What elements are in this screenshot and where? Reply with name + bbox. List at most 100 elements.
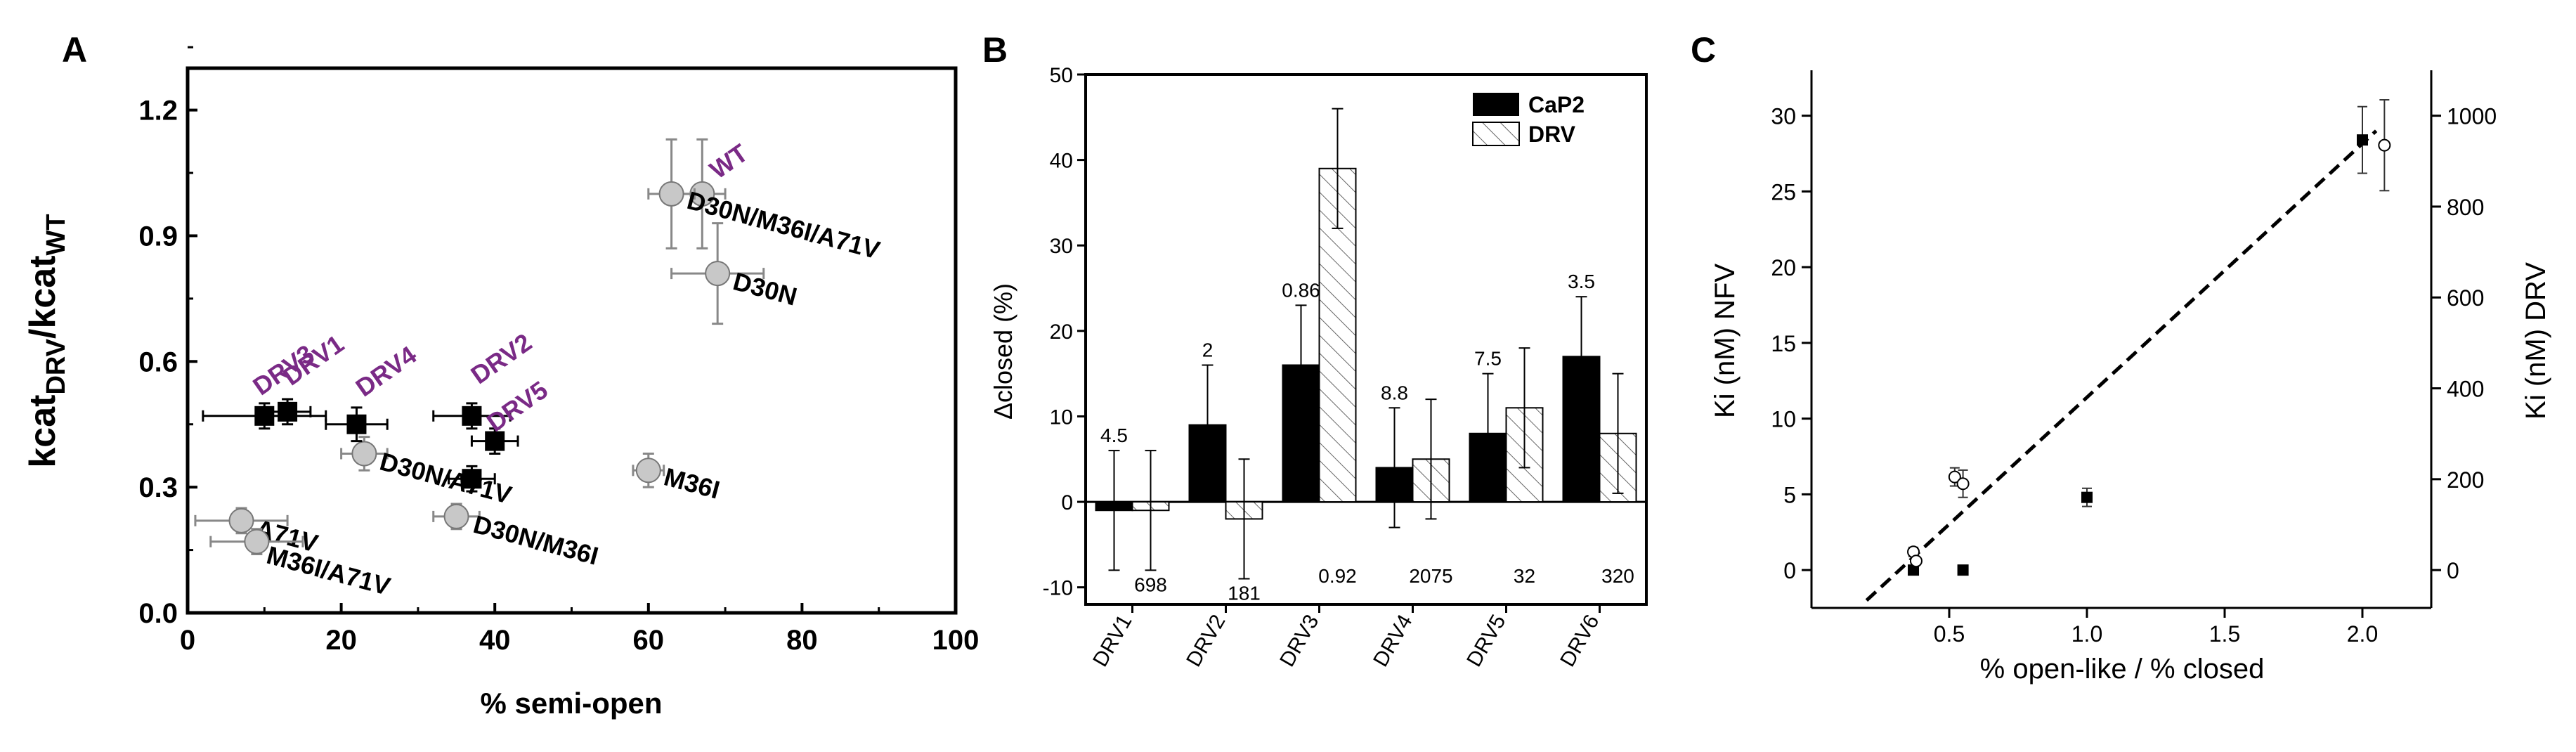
panel-a-point-label: D30N/M36I/A71V [684, 186, 883, 265]
panel-a-point-label: WT [704, 138, 753, 185]
panel-c-drv-point [1909, 555, 1923, 568]
panel-a-x-tick-label: 80 [786, 625, 818, 656]
panel-c-right-y-tick-label: 800 [2447, 195, 2484, 220]
panel-a-y-tick-label: 0.6 [138, 346, 178, 377]
panel-c-left-y-tick-label: 25 [1771, 179, 1796, 205]
panel-c-nfv-point [1957, 564, 1969, 576]
panel-b-bar-annotation: 32 [1514, 565, 1535, 587]
panel-a-point-label: DRV5 [481, 375, 553, 437]
panel-c-x-tick-label: 1.0 [2071, 621, 2102, 647]
panel-a-x-tick-label: 60 [633, 625, 665, 656]
panel-b-x-tick-label: DRV3 [1275, 611, 1323, 670]
panel-b-bar-annotation: 2 [1202, 339, 1214, 361]
panel-c-right-y-tick-label: 0 [2447, 558, 2459, 583]
panel-c-x-tick-label: 0.5 [1934, 621, 1965, 647]
panel-a-point-label: D30N/M36I [470, 510, 601, 571]
panel-b-y-tick-label: 50 [1050, 64, 1073, 87]
panel-b-y-tick-label: 10 [1050, 406, 1073, 429]
panel-a-y-tick-label: 1.2 [138, 96, 178, 127]
panel-b-legend: CaP2 DRV [1472, 92, 1585, 147]
panel-c-scatter: 0.5 1.0 1.5 2.0 0 5 10 15 20 25 30 0 200 400 600 800 100… [1710, 70, 2551, 685]
panel-a-point-square [462, 406, 482, 426]
panel-c-y-axis-label-left: Ki (nM) NFV [1710, 264, 1741, 418]
panel-b-bar-annotation: 320 [1601, 565, 1634, 587]
panel-c-x-axis-label: % open-like / % closed [1980, 654, 2265, 685]
panel-a-point-square [485, 431, 505, 451]
panel-c-left-y-tick-label: 30 [1771, 104, 1796, 129]
panel-c-right-y-tick-label: 600 [2447, 285, 2484, 311]
panel-a-y-label-kcat: kcat [22, 395, 63, 468]
panel-b-bar-annotation: 181 [1228, 583, 1261, 604]
panel-a-y-label-sub-drv: DRV [41, 338, 71, 394]
panel-b-x-tick-label: DRV2 [1182, 611, 1230, 670]
panel-a-point-label: M36I [661, 462, 723, 504]
panel-label-b: B [982, 30, 1008, 70]
panel-a-point-circle [658, 181, 684, 207]
panel-b-bar-annotation: 3.5 [1568, 271, 1595, 292]
panel-b-bar-annotation: 4.5 [1100, 424, 1128, 446]
panel-a-point-circle [635, 458, 661, 484]
panel-a-y-tick-label: 0.9 [138, 221, 178, 252]
panel-c-x-tick-label: 2.0 [2347, 621, 2378, 647]
panel-label-c: C [1691, 30, 1716, 70]
panel-a-point-square [278, 401, 298, 422]
legend-swatch-cap2 [1473, 93, 1519, 116]
panel-a-point-label: DRV4 [351, 340, 422, 402]
panel-a-scatter: 0 20 40 60 80 1000.00.30.60.91.2 WTD30N/M36I/… [22, 46, 980, 720]
panel-b-x-tick-label: DRV6 [1556, 611, 1604, 670]
panel-a-point-circle [228, 507, 254, 533]
panel-b-bar-annotation: 7.5 [1474, 348, 1502, 370]
panel-a-x-axis-label: % semi-open [480, 687, 662, 720]
panel-b-y-tick-label: 20 [1050, 320, 1073, 344]
panel-a-point-square [462, 469, 482, 489]
panel-c-nfv-point [2081, 491, 2093, 503]
panel-b-x-tick-label: DRV4 [1369, 611, 1417, 670]
panel-c-drv-point [1948, 470, 1961, 484]
panel-b-frame [1084, 73, 1648, 606]
panel-b-bar-annotation: 8.8 [1381, 382, 1408, 403]
panel-b-bar-annotation: 0.92 [1318, 565, 1357, 587]
panel-label-a: A [62, 30, 87, 70]
panel-c-fit-line [1865, 129, 2378, 602]
panel-c-drv-point [2378, 138, 2391, 152]
svg-text:kcatDRV/kcatWT: kcatDRV/kcatWT [22, 214, 71, 467]
panel-b-bar-annotation: 698 [1134, 573, 1167, 595]
panel-a-y-label-kcat2: /kcat [22, 255, 63, 339]
panel-b-y-tick-label: 0 [1061, 491, 1073, 514]
panel-c-left-y-tick-label: 20 [1771, 255, 1796, 280]
panel-a-x-tick-label: 0 [180, 625, 195, 656]
panel-a-point-label: DRV1 [278, 329, 349, 391]
panel-a-x-tick-label: 100 [932, 625, 980, 656]
panel-c-left-y-tick-label: 5 [1783, 482, 1796, 507]
panel-a-y-tick-label: 0.3 [138, 472, 178, 503]
panel-a-point-circle [443, 503, 469, 529]
panel-b-bar-annotation: 0.86 [1282, 279, 1320, 301]
panel-a-point-circle [244, 529, 270, 555]
panel-a-point-square [346, 414, 367, 434]
panel-c-right-y-tick-label: 200 [2447, 467, 2484, 493]
panel-a-point-label: M36I/A71V [264, 540, 393, 601]
panel-c-right-y-tick-label: 400 [2447, 377, 2484, 402]
panel-c-left-y-tick-label: 0 [1783, 558, 1796, 583]
panel-a-y-axis-label: kcatDRV/kcatWT [22, 214, 71, 467]
legend-swatch-drv [1472, 122, 1520, 146]
panel-a-point-label: D30N [730, 266, 800, 311]
panel-a-point-circle [705, 261, 731, 287]
panel-c-y-axis-label-right: Ki (nM) DRV [2520, 262, 2551, 420]
legend-label-cap2: CaP2 [1528, 92, 1585, 117]
panel-a-point-label: DRV2 [465, 328, 537, 389]
panel-b-x-tick-label: DRV1 [1088, 611, 1136, 670]
panel-b-y-tick-label: 40 [1050, 150, 1073, 173]
panel-b-y-tick-label: 30 [1050, 235, 1073, 258]
panel-a-y-tick-label: 0.0 [138, 598, 178, 629]
panel-a-point-circle [351, 441, 377, 467]
panel-b-y-axis-label: Δclosed (%) [989, 283, 1017, 420]
panel-a-y-label-sub-wt: WT [41, 214, 71, 255]
panel-b-x-tick-label: DRV5 [1462, 611, 1510, 670]
panel-c-drv-point [1956, 477, 1970, 491]
panel-a-x-tick-label: 40 [479, 625, 511, 656]
panel-b-y-tick-label: -10 [1043, 577, 1073, 600]
panel-c-x-tick-label: 1.5 [2209, 621, 2240, 647]
panel-c-right-y-tick-label: 1000 [2447, 104, 2497, 129]
